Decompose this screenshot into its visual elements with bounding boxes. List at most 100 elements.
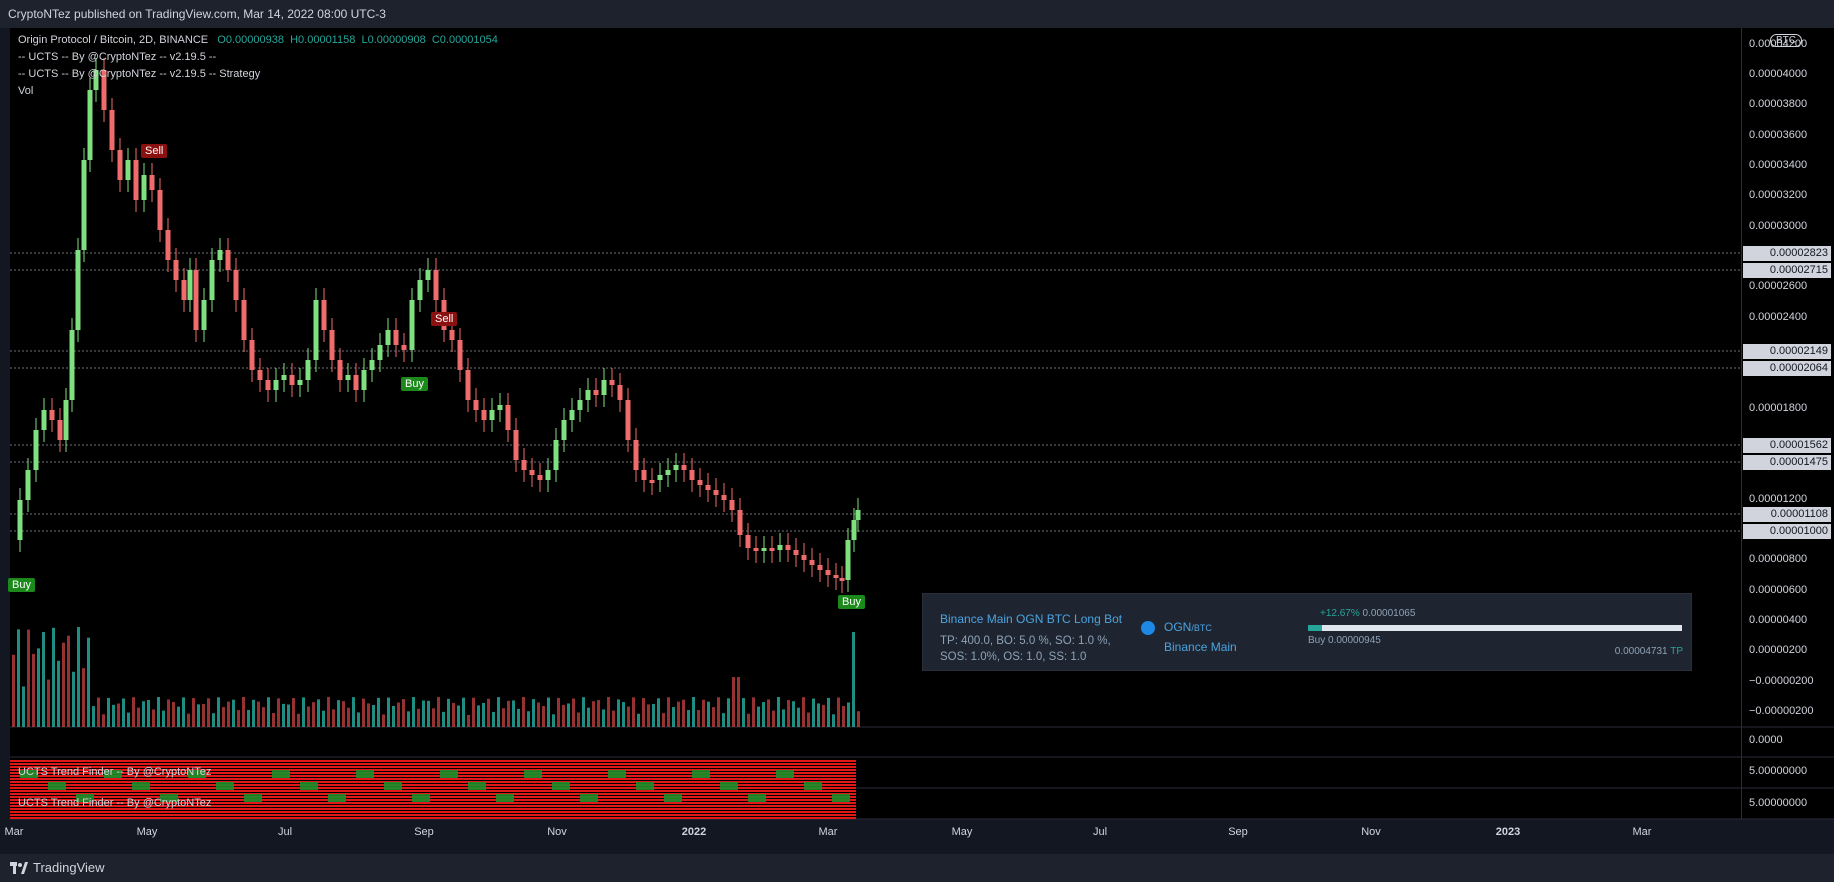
candle-body xyxy=(33,430,39,470)
indicator-legend-1[interactable]: -- UCTS -- By @CryptoNTez -- v2.19.5 -- xyxy=(18,51,217,63)
bot-card[interactable]: Binance Main OGN BTC Long Bot TP: 400.0,… xyxy=(922,593,1692,671)
volume-bar xyxy=(782,709,785,727)
chart-panel[interactable] xyxy=(10,28,1741,819)
volume-legend[interactable]: Vol xyxy=(18,85,34,97)
candle-body xyxy=(489,410,495,420)
volume-bar xyxy=(702,699,705,727)
volume-bar xyxy=(717,697,720,727)
candle-body xyxy=(329,330,335,360)
volume-bar xyxy=(17,629,20,727)
volume-bar xyxy=(567,703,570,727)
candle-body xyxy=(233,270,239,300)
volume-bar xyxy=(682,699,685,727)
candle-body xyxy=(845,540,851,580)
ohlc-low: L0.00000908 xyxy=(361,34,426,46)
sell-signal[interactable]: Sell xyxy=(431,312,458,326)
volume-bar xyxy=(32,653,35,727)
volume-bar xyxy=(562,704,565,727)
candle-body xyxy=(537,475,543,480)
candle-body xyxy=(225,250,231,270)
volume-bar xyxy=(317,699,320,727)
volume-bar xyxy=(807,712,810,727)
price-axis[interactable] xyxy=(1741,28,1834,819)
candle-body xyxy=(665,470,671,475)
volume-bar xyxy=(672,707,675,727)
candle-body xyxy=(609,380,615,385)
candle-body xyxy=(745,535,751,548)
buy-signal[interactable]: Buy xyxy=(401,377,428,391)
candle-body xyxy=(165,230,171,260)
volume-bar xyxy=(142,701,145,727)
tradingview-brand[interactable]: TradingView xyxy=(33,860,105,875)
volume-bar xyxy=(617,699,620,727)
level-label: 0.00002823 xyxy=(1743,246,1831,261)
sell-signal[interactable]: Sell xyxy=(141,144,168,158)
buy-signal[interactable]: Buy xyxy=(838,595,865,609)
volume-bar xyxy=(582,697,585,727)
bot-exchange[interactable]: Binance Main xyxy=(1164,640,1237,654)
volume-bar xyxy=(787,700,790,727)
price-label: 0.00000600 xyxy=(1749,584,1808,596)
candle-body xyxy=(521,460,527,470)
volume-bar xyxy=(192,698,195,727)
volume-bar xyxy=(237,710,240,727)
symbol-title[interactable]: Origin Protocol / Bitcoin, 2D, BINANCE xyxy=(18,34,209,46)
trend-segment xyxy=(272,770,290,778)
trend-segment xyxy=(524,770,542,778)
indicator-legend-2[interactable]: -- UCTS -- By @CryptoNTez -- v2.19.5 -- … xyxy=(18,68,261,80)
trend-stripe xyxy=(10,787,856,789)
volume-bar xyxy=(302,697,305,727)
time-label: Mar xyxy=(818,826,838,838)
volume-bar xyxy=(602,709,605,727)
candle-body xyxy=(457,340,463,370)
level-label: 0.00002149 xyxy=(1743,344,1831,359)
candle-body xyxy=(93,70,99,90)
candle-body xyxy=(393,330,399,345)
candle-body xyxy=(649,480,655,483)
volume-bar xyxy=(487,698,490,727)
volume-bar xyxy=(437,697,440,727)
candle-body xyxy=(793,550,799,555)
bot-pair[interactable]: OGN/BTC xyxy=(1164,620,1212,634)
pair-quote: /BTC xyxy=(1191,623,1212,633)
candle-body xyxy=(633,440,639,470)
buy-signal[interactable]: Buy xyxy=(8,578,35,592)
trend-segment xyxy=(468,782,486,790)
volume-bar xyxy=(367,703,370,727)
currency-badge[interactable]: BTC xyxy=(1770,34,1802,47)
volume-bar xyxy=(92,706,95,727)
candle-body xyxy=(625,400,631,440)
volume-bar xyxy=(357,712,360,727)
candle-body xyxy=(617,385,623,400)
volume-bar xyxy=(667,697,670,727)
volume-bar xyxy=(462,697,465,727)
candle-body xyxy=(313,300,319,360)
volume-bar xyxy=(492,711,495,727)
candle-body xyxy=(125,160,131,180)
trend-segment xyxy=(552,782,570,790)
volume-bar xyxy=(82,668,85,727)
volume-bar xyxy=(207,698,210,727)
volume-bar xyxy=(687,710,690,727)
candle-body xyxy=(17,500,23,540)
time-label: Nov xyxy=(547,826,567,838)
trend-finder-label-2[interactable]: UCTS Trend Finder -- By @CryptoNTez xyxy=(18,797,212,809)
trend-segment xyxy=(636,782,654,790)
volume-bar xyxy=(362,698,365,727)
candle-body xyxy=(109,110,115,150)
candle-body xyxy=(529,470,535,475)
tp-label: TP xyxy=(1670,646,1683,657)
candle-body xyxy=(241,300,247,340)
candle-body xyxy=(25,470,31,500)
candle-body xyxy=(209,260,215,300)
trend-finder-label-1[interactable]: UCTS Trend Finder -- By @CryptoNTez xyxy=(18,766,212,778)
volume-bar xyxy=(347,707,350,727)
candle-body xyxy=(57,420,63,440)
bot-name[interactable]: Binance Main OGN BTC Long Bot xyxy=(940,612,1123,626)
volume-bar xyxy=(827,697,830,727)
trend-stripe xyxy=(10,760,856,762)
trend-segment xyxy=(580,794,598,802)
level-label: 0.00002715 xyxy=(1743,263,1831,278)
candle-body xyxy=(801,555,807,560)
